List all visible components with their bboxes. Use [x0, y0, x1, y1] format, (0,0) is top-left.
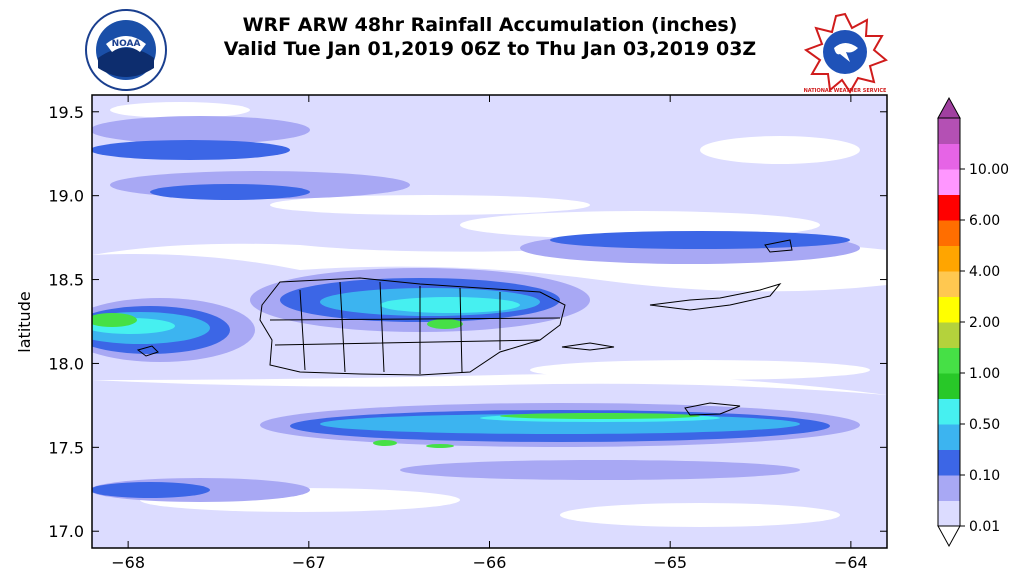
nws-logo: NATIONAL WEATHER SERVICE: [804, 12, 888, 94]
y-tick-label: 19.5: [48, 103, 84, 122]
x-tick-label: −67: [292, 553, 326, 572]
chart-title: WRF ARW 48hr Rainfall Accumulation (inch…: [242, 14, 738, 36]
x-axis: −68 −67 −66 −65 −64: [111, 95, 868, 572]
x-tick-label: −66: [473, 553, 507, 572]
rain-layer-green: [92, 313, 700, 448]
colorbar-segment: [938, 347, 960, 374]
colorbar-label: 0.10: [969, 468, 1000, 484]
y-tick-label: 18.0: [48, 354, 84, 373]
colorbar-segment: [938, 398, 960, 425]
colorbar-label: 10.00: [969, 162, 1009, 178]
colorbar-label: 0.50: [969, 417, 1000, 433]
plot-area: [92, 95, 887, 548]
puerto-rico-outline: [136, 239, 793, 416]
colorbar-extend-max: [937, 96, 961, 119]
colorbar-segment: [938, 220, 960, 246]
colorbar-label: 0.01: [969, 519, 1000, 535]
colorbar-segment: [938, 373, 960, 399]
colorbar-label: 6.00: [969, 213, 1000, 229]
colorbar-extend-min: [937, 525, 961, 548]
colorbar-segment: [938, 449, 960, 476]
colorbar-segment: [938, 245, 960, 272]
noaa-logo: NOAA: [85, 9, 167, 91]
colorbar-segment: [938, 118, 960, 144]
colorbar-label: 1.00: [969, 366, 1000, 382]
colorbar-segment: [938, 169, 960, 195]
x-tick-label: −68: [111, 553, 145, 572]
noaa-logo-text: NOAA: [112, 39, 141, 49]
colorbar: 0.01 0.10 0.50 1.00 2.00 4.00 6.00 10.00: [937, 96, 1009, 548]
colorbar-segment: [938, 143, 960, 170]
x-tick-label: −65: [653, 553, 687, 572]
nws-logo-text: NATIONAL WEATHER SERVICE: [804, 88, 887, 94]
colorbar-segment: [938, 424, 960, 450]
colorbar-segment: [938, 271, 960, 297]
colorbar-label: 4.00: [969, 264, 1000, 280]
colorbar-frame: [937, 117, 961, 527]
y-tick-label: 17.5: [48, 438, 84, 457]
y-tick-label: 18.5: [48, 271, 84, 290]
colorbar-segment: [938, 296, 960, 323]
colorbar-segment: [938, 322, 960, 348]
colorbar-segment: [938, 475, 960, 501]
colorbar-segment: [938, 194, 960, 221]
y-tick-label: 17.0: [48, 522, 84, 541]
colorbar-label: 2.00: [969, 315, 1000, 331]
y-axis: 17.0 17.5 18.0 18.5 19.0 19.5: [48, 103, 887, 541]
colorbar-segment: [938, 500, 960, 527]
y-axis-label: latitude: [15, 291, 34, 352]
y-tick-label: 19.0: [48, 187, 84, 206]
x-tick-label: −64: [834, 553, 868, 572]
chart-subtitle: Valid Tue Jan 01,2019 06Z to Thu Jan 03,…: [223, 38, 757, 60]
